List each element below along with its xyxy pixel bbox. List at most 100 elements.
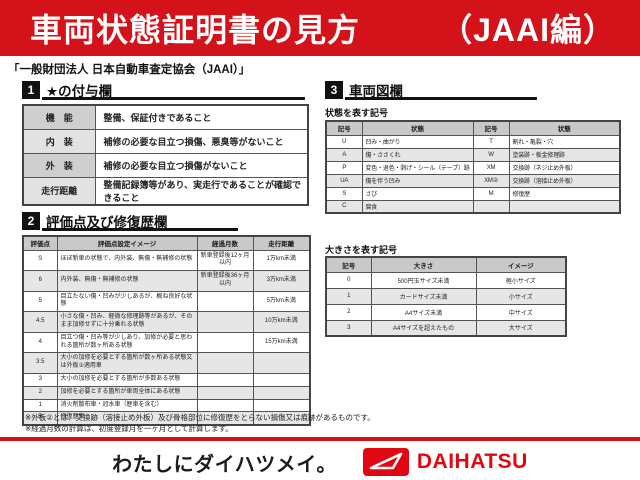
section3-header: 3 車両図欄 — [325, 80, 403, 100]
status-cell: 交換跡（ネジ止め外板） — [508, 160, 621, 175]
table-row: 3.5 大小の加修を必要とする箇所が数ヶ所ある状態又は外板②適用車 — [22, 352, 311, 375]
grade-cell: 4 — [22, 331, 58, 354]
grade-desc: 大小の加修を必要とする箇所が多数ある状態 — [56, 373, 198, 387]
grade-desc: 小さな傷・凹み、軽微な修理跡等があるが、そのまま加修せずに十分乗れる状態 — [56, 311, 198, 333]
grade-mileage — [252, 373, 311, 387]
table-row: 3 A4サイズを超えたもの 大サイズ — [325, 319, 567, 337]
status-cell: 腐食 — [361, 199, 474, 214]
footnote-line: ※外板②とは、交換跡（溶接止め外板）及び骨格部位に修復歴をとらない損傷又は痕跡が… — [25, 413, 375, 422]
star-criteria-table: 機 能 整備、保証付きであること 内 装 補修の必要な目立つ損傷、悪臭等がないこ… — [22, 104, 309, 206]
table-row: 3 大小の加修を必要とする箇所が多数ある状態 — [22, 373, 311, 387]
grade-mileage: 3万km未満 — [252, 270, 311, 292]
symbol-cell: S — [325, 186, 363, 201]
grade-months — [196, 385, 254, 400]
table-header-row: 評価点 評価点設定イメージ 経過月数 走行距離 — [22, 235, 311, 251]
table-row: U 凹み・曲がり T 割れ・亀裂・穴 — [325, 134, 621, 149]
criteria-label: 外 装 — [22, 152, 96, 178]
grade-months: 新車登録後12ヶ月以内 — [196, 249, 254, 272]
association-subtitle: 「一般財団法人 日本自動車査定協会（JAAI）」 — [8, 64, 251, 76]
grade-cell: S — [22, 249, 58, 272]
table-row: 5 目立たない傷・凹みが少しあるが、概ね良好な状態 5万km未満 — [22, 290, 311, 313]
grade-desc: ほぼ新車の状態で、内外装、無傷・無補修の状態 — [56, 249, 198, 272]
table-row: A 傷・ささくれ W 塗装跡・板金修理跡 — [325, 147, 621, 162]
table-row: S さび M 修復歴 — [325, 186, 621, 201]
size-table-caption: 大きさを表す記号 — [325, 245, 398, 255]
grade-cell: R — [22, 411, 58, 426]
table-row: 4.5 小さな傷・凹み、軽微な修理跡等があるが、そのまま加修せずに十分乗れる状態… — [22, 311, 311, 333]
size-cell: 500円玉サイズ未満 — [370, 271, 477, 289]
grade-months — [196, 352, 254, 375]
table-row: 0 500円玉サイズ未満 極小サイズ — [325, 271, 567, 289]
page-header-banner: 車両状態証明書の見方 （JAAI編） — [0, 0, 640, 56]
grade-cell: 1 — [22, 398, 58, 413]
size-cell: A4サイズを超えたもの — [370, 319, 477, 337]
daihatsu-wordmark: DAIHATSU — [416, 450, 528, 473]
table-row: 1 カードサイズ未満 小サイズ — [325, 287, 567, 305]
symbol-cell: XM — [472, 160, 510, 175]
brand-lockup: DAIHATSU — [362, 448, 528, 476]
section2-title: 評価点及び修復歴欄 — [46, 215, 168, 230]
table-header-row: 記号 状態 記号 状態 — [325, 120, 621, 136]
image-cell: 大サイズ — [475, 319, 567, 337]
symbol-cell: T — [472, 134, 510, 149]
column-header: 状態 — [361, 120, 474, 136]
grade-months — [196, 411, 254, 426]
table-row: S ほぼ新車の状態で、内外装、無傷・無補修の状態 新車登録後12ヶ月以内 1万k… — [22, 249, 311, 272]
criteria-label: 内 装 — [22, 128, 96, 154]
criteria-desc: 補修の必要な目立つ損傷、悪臭等がないこと — [94, 128, 309, 154]
status-cell: 割れ・亀裂・穴 — [508, 134, 621, 149]
status-cell: 変色・退色・剥げ・シール（テープ）跡 — [361, 160, 474, 175]
table-row: 走行距離 整備記録簿等があり、実走行であることが確認できること — [22, 176, 309, 205]
status-cell: 凹み・曲がり — [361, 134, 474, 149]
grade-desc: 消火剤散布車・冠水車（歴車を含む） — [56, 398, 198, 413]
column-header: 経過月数 — [196, 235, 254, 251]
status-cell: 塗装跡・板金修理跡 — [508, 147, 621, 162]
grade-mileage: 10万km未満 — [252, 311, 311, 333]
grade-desc: 大小の加修を必要とする箇所が数ヶ所ある状態又は外板②適用車 — [56, 352, 198, 375]
page-title: 車両状態証明書の見方 — [30, 12, 361, 48]
status-table-caption: 状態を表す記号 — [325, 108, 389, 118]
grade-desc: 目立つ傷・凹み等が少しあり、加修が必要と思われる箇所が数ヶ所ある状態 — [56, 331, 198, 354]
grade-cell: 3 — [22, 373, 58, 387]
status-cell: 傷を伴う凹み — [361, 173, 474, 188]
grade-months — [196, 331, 254, 354]
symbol-cell: 2 — [325, 303, 372, 321]
section-number-badge: 1 — [22, 81, 40, 99]
table-row: C 腐食 — [325, 199, 621, 214]
symbol-cell: W — [472, 147, 510, 162]
grade-desc: 内外装、無傷・無補修の状態 — [56, 270, 198, 292]
section1-title: ★の付与欄 — [46, 84, 113, 99]
column-header: 大きさ — [370, 256, 477, 273]
grade-desc: 修復歴車 — [56, 411, 198, 426]
column-header: 評価点設定イメージ — [56, 235, 198, 251]
symbol-cell: A — [325, 147, 363, 162]
symbol-cell: 0 — [325, 271, 372, 289]
table-row: 6 内外装、無傷・無補修の状態 新車登録後36ヶ月以内 3万km未満 — [22, 270, 311, 292]
status-cell: 傷・ささくれ — [361, 147, 474, 162]
symbol-cell: 3 — [325, 319, 372, 337]
footer-divider — [0, 437, 640, 441]
table-row: UA 傷を伴う凹み XM② 交換跡（溶接止め外板） — [325, 173, 621, 188]
criteria-desc: 整備、保証付きであること — [94, 104, 309, 130]
image-cell: 中サイズ — [475, 303, 567, 321]
section1-header: 1 ★の付与欄 — [22, 80, 112, 100]
grade-mileage — [252, 411, 311, 426]
grade-mileage — [252, 398, 311, 413]
status-symbol-table: 記号 状態 記号 状態 U 凹み・曲がり T 割れ・亀裂・穴 A 傷・ささくれ … — [325, 120, 621, 214]
column-header: 記号 — [472, 120, 510, 136]
section3-title: 車両図欄 — [349, 84, 403, 99]
grade-cell: 5 — [22, 290, 58, 313]
section2-underline — [42, 228, 238, 231]
symbol-cell: P — [325, 160, 363, 175]
table-row: 外 装 補修の必要な目立つ損傷がないこと — [22, 152, 309, 178]
grade-mileage: 15万km未満 — [252, 331, 311, 354]
table-row: 4 目立つ傷・凹み等が少しあり、加修が必要と思われる箇所が数ヶ所ある状態 15万… — [22, 331, 311, 354]
table-row: 内 装 補修の必要な目立つ損傷、悪臭等がないこと — [22, 128, 309, 154]
symbol-cell: C — [325, 199, 363, 214]
table-row: 機 能 整備、保証付きであること — [22, 104, 309, 130]
section2-header: 2 評価点及び修復歴欄 — [22, 211, 168, 231]
grade-mileage: 5万km未満 — [252, 290, 311, 313]
column-header: 走行距離 — [252, 235, 311, 251]
status-cell — [508, 199, 621, 214]
grade-point-table: 評価点 評価点設定イメージ 経過月数 走行距離 S ほぼ新車の状態で、内外装、無… — [22, 235, 311, 427]
